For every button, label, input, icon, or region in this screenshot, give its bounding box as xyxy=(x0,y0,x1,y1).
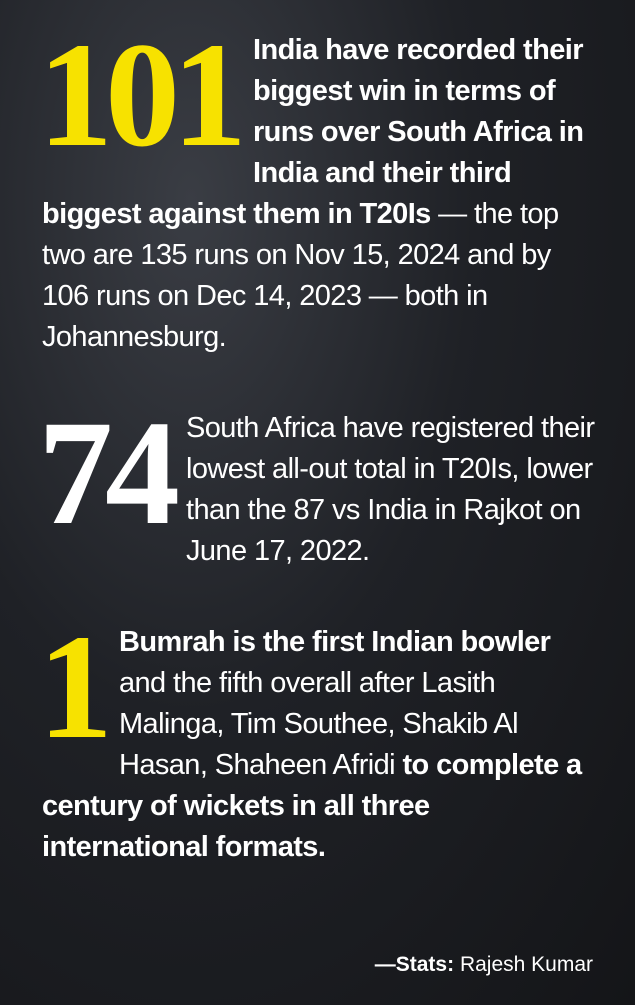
stat-item: 74 South Africa have registered their low… xyxy=(38,398,599,572)
stat-text: South Africa have registered their lowes… xyxy=(186,412,595,567)
credit-text: —Stats: xyxy=(374,953,455,976)
stat-number: 74 xyxy=(38,390,180,556)
stat-text: — the top two are 135 runs on Nov 15, 20… xyxy=(42,198,559,353)
credit-text: Rajesh Kumar xyxy=(454,953,593,976)
stat-number: 1 xyxy=(38,604,113,770)
stat-text: to complete a century of wickets in all … xyxy=(42,749,582,863)
credit: —Stats: Rajesh Kumar xyxy=(375,953,593,977)
stat-item: 1 Bumrah is the first Indian bowler and t… xyxy=(38,612,599,868)
stat-number: 101 xyxy=(38,12,247,178)
stat-text: Bumrah is the first Indian bowler xyxy=(119,626,551,658)
stat-text: India have recorded their biggest win in… xyxy=(42,34,584,230)
stat-item: 101 India have recorded their biggest win… xyxy=(38,20,599,358)
stat-text: and the fifth overall after Lasith Malin… xyxy=(119,667,519,781)
